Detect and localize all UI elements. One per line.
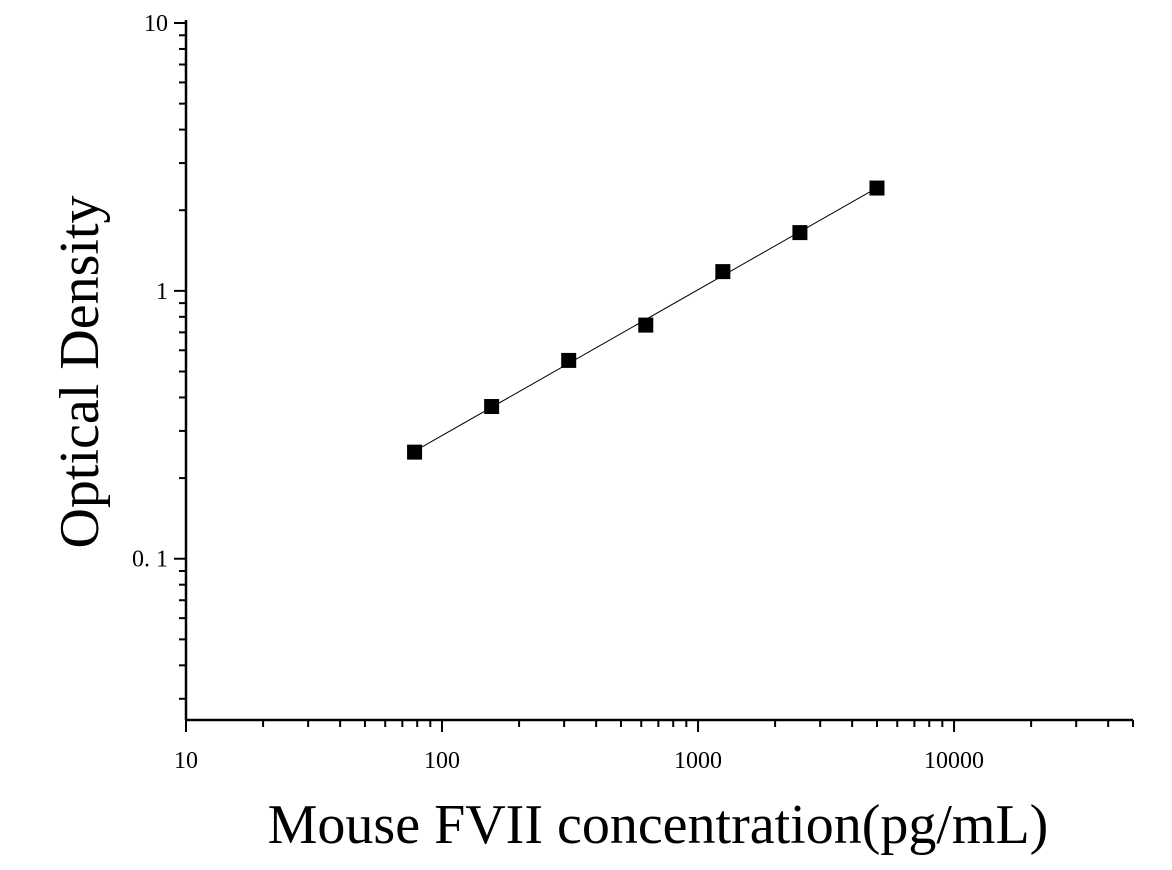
- data-point-marker: [484, 399, 500, 415]
- data-points: [407, 180, 885, 460]
- x-axis-title: Mouse FVII concentration(pg/mL): [268, 794, 1049, 856]
- data-point-marker: [715, 264, 731, 280]
- y-tick-label: 10: [144, 11, 168, 37]
- x-tick-label: 10: [174, 748, 198, 774]
- data-point-marker: [407, 444, 423, 460]
- y-tick-label: 0. 1: [132, 547, 168, 573]
- y-axis-title: Optical Density: [49, 195, 111, 548]
- data-point-marker: [638, 317, 654, 333]
- axes: [184, 20, 1133, 722]
- y-axis-ticks: 0. 1 1 10: [132, 11, 186, 700]
- data-point-marker: [561, 352, 577, 368]
- y-tick-label: 1: [156, 279, 168, 305]
- data-point-marker: [869, 180, 885, 196]
- x-tick-label: 100: [424, 748, 460, 774]
- x-tick-label: 10000: [924, 748, 984, 774]
- x-axis-ticks: 10 100 1000 10000: [174, 720, 1134, 774]
- data-point-marker: [792, 225, 808, 241]
- x-tick-label: 1000: [674, 748, 722, 774]
